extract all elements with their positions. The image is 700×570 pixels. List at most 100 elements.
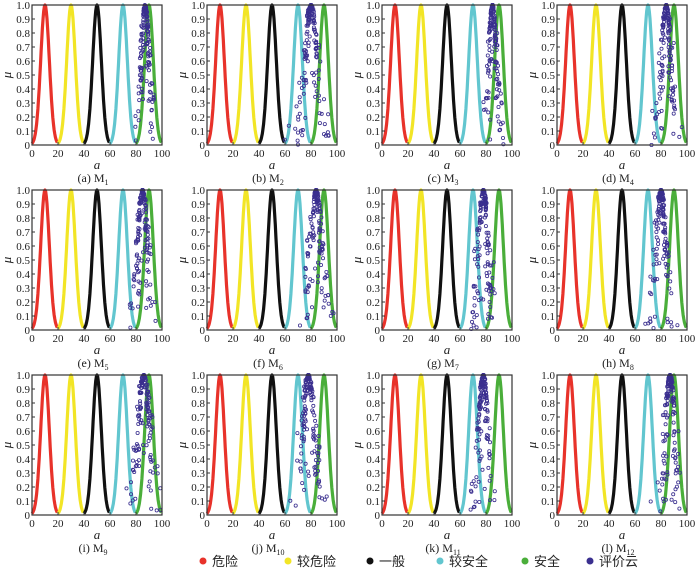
eval-cloud-drop [664, 415, 669, 420]
y-tick-label: 0 [375, 325, 381, 337]
eval-cloud-drop [488, 137, 493, 142]
eval-cloud-drop [651, 247, 656, 252]
eval-cloud-drop [136, 118, 141, 123]
eval-cloud-drop [311, 432, 316, 437]
eval-cloud-drop [142, 373, 147, 378]
eval-cloud-drop [307, 381, 312, 386]
eval-cloud-drop [155, 471, 160, 476]
eval-cloud-drop [673, 471, 678, 476]
cloud-curve-1 [205, 3, 234, 145]
panel-caption-subscript: 9 [104, 548, 108, 557]
eval-cloud-drop [317, 99, 322, 104]
eval-cloud-drop [654, 252, 659, 257]
eval-cloud-drop [671, 41, 676, 46]
cloud-curve-4 [458, 3, 487, 145]
x-tick-label: 100 [154, 148, 171, 160]
eval-cloud-drop [311, 7, 316, 12]
eval-cloud-drop [667, 94, 672, 99]
eval-cloud-drop [662, 11, 667, 16]
eval-cloud-drop [134, 253, 139, 258]
y-tick-label: 0.2 [16, 297, 30, 309]
eval-cloud-drop [661, 213, 666, 218]
eval-cloud-drop [491, 260, 496, 265]
y-tick-label: 0.4 [191, 84, 205, 96]
eval-cloud-drop [474, 325, 479, 330]
x-tick-label: 0 [554, 148, 560, 160]
x-tick-label: 40 [429, 148, 441, 160]
eval-cloud-drop [298, 459, 303, 464]
eval-cloud-drop [316, 434, 321, 439]
eval-cloud-drop [668, 56, 673, 61]
eval-cloud-drop [148, 252, 153, 257]
eval-cloud-drop [495, 82, 500, 87]
y-tick-label: 0.6 [191, 426, 205, 438]
eval-cloud-drop [144, 217, 149, 222]
eval-cloud-drop [483, 401, 488, 406]
eval-cloud-drop [661, 15, 666, 20]
eval-cloud-drop [665, 316, 670, 321]
y-tick-label: 0.4 [16, 454, 30, 466]
eval-cloud-drop [302, 487, 307, 492]
chart-panel-3: 0 20 40 60 80 100 0 0.1 0.2 0.3 0.4 0.5 0.6 0.7 0.8 0.9… [349, 0, 521, 187]
x-tick-label: 0 [554, 518, 560, 530]
y-tick-label: 1.0 [366, 370, 380, 382]
x-tick-label: 40 [604, 518, 616, 530]
eval-cloud-drop [494, 77, 499, 82]
eval-cloud-drop [298, 444, 303, 449]
eval-cloud-drop [141, 20, 146, 25]
eval-cloud-drop [661, 439, 666, 444]
eval-cloud-drop [318, 59, 323, 64]
y-tick-label: 0.7 [541, 42, 555, 54]
eval-cloud-drop [311, 214, 316, 219]
y-tick-label: 0.7 [366, 42, 380, 54]
x-tick-label: 40 [79, 148, 91, 160]
eval-cloud-drop [490, 49, 495, 54]
eval-cloud-drop [647, 290, 652, 295]
x-tick-label: 80 [306, 333, 318, 345]
eval-cloud-drop [473, 445, 478, 450]
eval-cloud-drop [143, 203, 148, 208]
eval-cloud-drop [671, 420, 676, 425]
eval-cloud-drop [148, 90, 153, 95]
eval-cloud-drop [476, 264, 481, 269]
eval-cloud-drop [148, 455, 153, 460]
cloud-curve-3 [432, 3, 461, 145]
eval-cloud-drop [139, 24, 144, 29]
eval-cloud-drop [476, 247, 481, 252]
y-tick-label: 0.9 [16, 199, 30, 211]
panel-caption: (l) M12 [602, 541, 635, 557]
eval-cloud-drop [317, 219, 322, 224]
eval-cloud-drop [473, 499, 478, 504]
eval-cloud-drop [319, 215, 324, 220]
chart-panel-6: 0 20 40 60 80 100 0 0.1 0.2 0.3 0.4 0.5 0.6 0.7 0.8 0.9… [174, 185, 346, 372]
x-axis-label: a [269, 342, 276, 357]
y-tick-label: 0.2 [16, 482, 30, 494]
eval-cloud-drop [313, 458, 318, 463]
eval-cloud-drop [132, 272, 137, 277]
eval-cloud-drop [136, 214, 141, 219]
eval-cloud-drop [148, 45, 153, 50]
eval-cloud-drop [319, 221, 324, 226]
x-tick-label: 100 [504, 518, 521, 530]
x-tick-label: 60 [455, 148, 467, 160]
eval-cloud-drop [663, 403, 668, 408]
y-tick-label: 0.5 [541, 440, 555, 452]
y-tick-label: 0.6 [366, 56, 380, 68]
cloud-curve-3 [432, 188, 461, 330]
eval-cloud-drop [472, 295, 477, 300]
cloud-curve-4 [458, 188, 487, 330]
eval-cloud-drop [304, 49, 309, 54]
eval-cloud-drop [311, 403, 316, 408]
eval-cloud-drop [140, 90, 145, 95]
eval-cloud-drop [473, 284, 478, 289]
eval-cloud-drop [476, 479, 481, 484]
eval-cloud-drop [326, 293, 331, 298]
eval-cloud-drop [654, 221, 659, 226]
eval-cloud-drop [490, 275, 495, 280]
x-tick-label: 80 [481, 333, 493, 345]
eval-cloud-drop [141, 40, 146, 45]
eval-cloud-drop [487, 299, 492, 304]
eval-cloud-drop [475, 226, 480, 231]
eval-cloud-drop [487, 285, 492, 290]
eval-cloud-drop [147, 479, 152, 484]
